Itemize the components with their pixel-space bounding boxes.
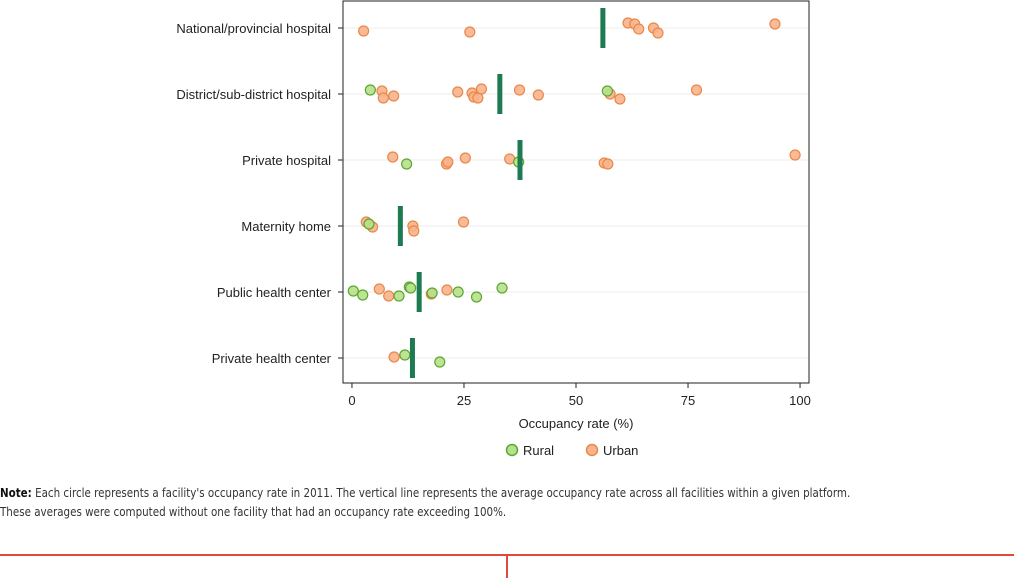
chart-note: Note: Each circle represents a facility'… <box>0 484 860 522</box>
category-label: District/sub-district hospital <box>176 87 331 102</box>
category-label: Public health center <box>217 285 332 300</box>
urban-point <box>408 225 420 237</box>
rural-point <box>470 291 483 303</box>
rural-point <box>363 218 375 230</box>
urban-point <box>442 156 454 168</box>
urban-point <box>633 23 645 35</box>
note-heading: Note: <box>0 486 32 500</box>
rural-point <box>496 282 508 294</box>
average-line <box>517 140 523 180</box>
average-line <box>416 272 422 312</box>
rural-point <box>393 290 405 302</box>
average-lines <box>397 8 606 378</box>
category-label: National/provincial hospital <box>176 21 331 36</box>
gridlines <box>343 27 809 359</box>
urban-point <box>457 216 470 228</box>
urban-point <box>441 284 453 296</box>
category-labels: National/provincial hospital District/sub… <box>176 21 343 366</box>
rural-point <box>601 85 613 97</box>
rural-point <box>357 289 369 301</box>
x-tick-label: 100 <box>789 393 811 408</box>
average-line <box>397 206 403 246</box>
urban-point <box>789 149 801 161</box>
urban-point <box>388 90 400 102</box>
urban-point <box>459 152 471 164</box>
plot-area <box>342 0 810 384</box>
average-line <box>600 8 606 48</box>
urban-point <box>387 151 399 163</box>
rural-legend-marker <box>505 443 519 457</box>
rural-point <box>347 285 359 297</box>
rural-point <box>399 349 411 361</box>
urban-point <box>532 89 544 101</box>
urban-point <box>464 26 476 38</box>
urban-point <box>690 84 703 96</box>
note-text: Each circle represents a facility's occu… <box>0 486 851 519</box>
category-label: Private hospital <box>242 153 331 168</box>
rural-point <box>405 282 417 294</box>
category-label: Private health center <box>212 351 332 366</box>
urban-legend-label: Urban <box>603 443 638 458</box>
category-label: Maternity home <box>241 219 331 234</box>
x-tick-label: 75 <box>681 393 695 408</box>
x-tick-label: 50 <box>569 393 583 408</box>
urban-point <box>373 283 385 295</box>
rural-point <box>426 287 438 299</box>
rural-point <box>452 286 464 298</box>
average-line <box>409 338 415 378</box>
urban-point <box>602 158 614 170</box>
occupancy-chart: National/provincial hospital District/sub… <box>176 0 811 458</box>
urban-point <box>614 93 626 105</box>
urban-point <box>388 351 400 363</box>
rural-legend-label: Rural <box>523 443 554 458</box>
data-points <box>347 17 801 368</box>
x-tick-label: 25 <box>457 393 471 408</box>
x-axis-title: Occupancy rate (%) <box>519 416 634 431</box>
urban-point <box>358 25 370 37</box>
urban-point <box>377 92 389 104</box>
legend: Rural Urban <box>505 443 638 458</box>
urban-legend-marker <box>585 443 599 457</box>
urban-point <box>652 27 664 39</box>
urban-point <box>383 290 395 302</box>
urban-point <box>452 86 464 98</box>
urban-point <box>513 84 526 96</box>
footer-tick <box>506 554 508 578</box>
rural-point <box>434 356 446 368</box>
urban-point <box>769 18 781 30</box>
urban-point <box>475 83 488 95</box>
x-tick-label: 0 <box>348 393 355 408</box>
rural-point <box>401 158 413 170</box>
rural-point <box>364 84 376 96</box>
x-axis-ticks: 0 25 50 75 100 <box>348 383 811 408</box>
average-line <box>497 74 503 114</box>
